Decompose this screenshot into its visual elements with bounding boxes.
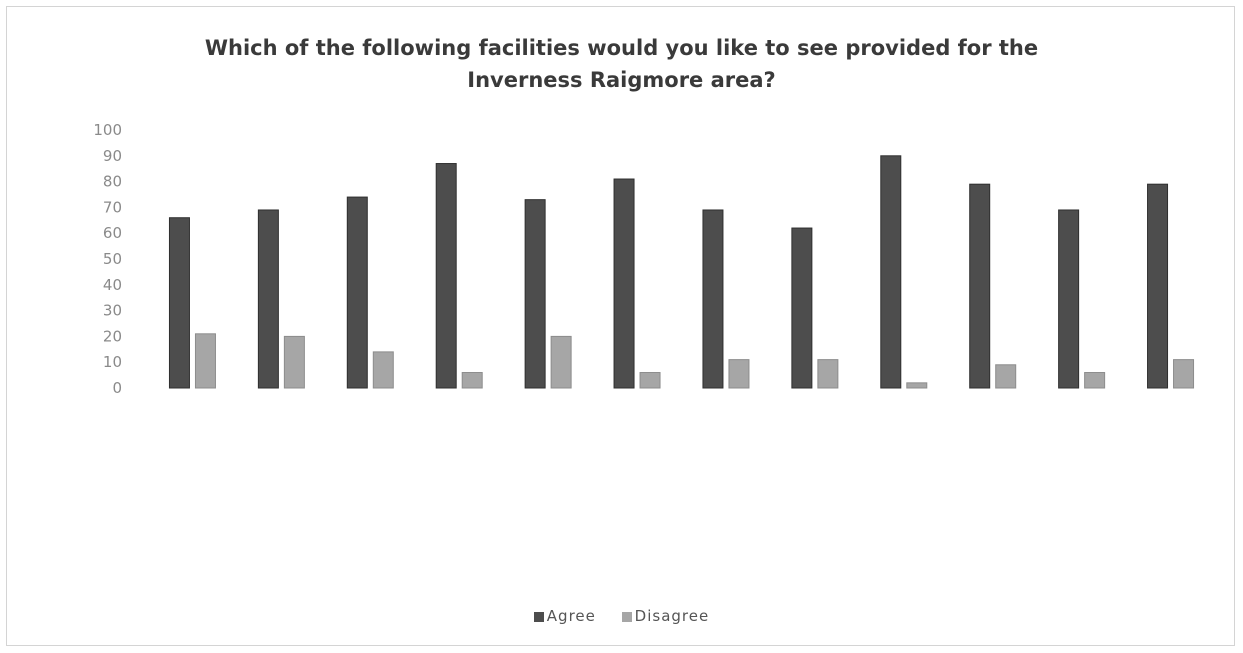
y-tick-label: 50 xyxy=(103,250,122,268)
bar-agree xyxy=(613,178,635,389)
bar-agree xyxy=(880,155,902,389)
bar-agree xyxy=(346,196,368,389)
bar-disagree xyxy=(1084,372,1106,389)
y-tick-label: 60 xyxy=(103,224,122,242)
bar-agree xyxy=(791,227,813,389)
bar-agree xyxy=(435,163,457,389)
y-tick-label: 70 xyxy=(103,198,122,216)
chart-title: Which of the following facilities would … xyxy=(0,32,1243,96)
bar-agree xyxy=(1147,183,1169,389)
bar-agree xyxy=(969,183,991,389)
bar-disagree xyxy=(550,335,572,389)
y-tick-label: 0 xyxy=(112,379,122,397)
legend-label-agree: Agree xyxy=(546,607,596,625)
legend-swatch-agree xyxy=(533,612,544,622)
bar-disagree xyxy=(372,351,394,389)
y-tick-label: 90 xyxy=(103,147,122,165)
chart-title-line-1: Which of the following facilities would … xyxy=(204,36,1039,60)
bar-disagree xyxy=(728,359,750,389)
legend-label-disagree: Disagree xyxy=(634,607,710,625)
bar-disagree xyxy=(639,372,661,389)
y-tick-label: 30 xyxy=(103,302,122,320)
y-tick-label: 80 xyxy=(103,173,122,191)
bar-agree xyxy=(168,217,190,389)
y-tick-label: 20 xyxy=(103,327,122,345)
y-tick-label: 10 xyxy=(103,353,122,371)
bar-disagree xyxy=(995,364,1017,389)
bar-agree xyxy=(257,209,279,389)
bar-agree xyxy=(1058,209,1080,389)
y-tick-label: 40 xyxy=(103,276,122,294)
legend: Agree Disagree xyxy=(0,607,1243,625)
bar-agree xyxy=(524,199,546,389)
legend-item-disagree: Disagree xyxy=(621,607,710,625)
bar-disagree xyxy=(194,333,216,389)
bar-disagree xyxy=(1173,359,1195,389)
bar-disagree xyxy=(817,359,839,389)
bar-agree xyxy=(702,209,724,389)
bar-disagree xyxy=(283,335,305,389)
legend-swatch-disagree xyxy=(621,612,632,622)
bar-disagree xyxy=(906,382,928,389)
chart-title-line-2: Inverness Raigmore area? xyxy=(467,68,776,92)
legend-item-agree: Agree xyxy=(533,607,596,625)
bar-disagree xyxy=(461,372,483,389)
y-tick-label: 100 xyxy=(93,121,122,139)
